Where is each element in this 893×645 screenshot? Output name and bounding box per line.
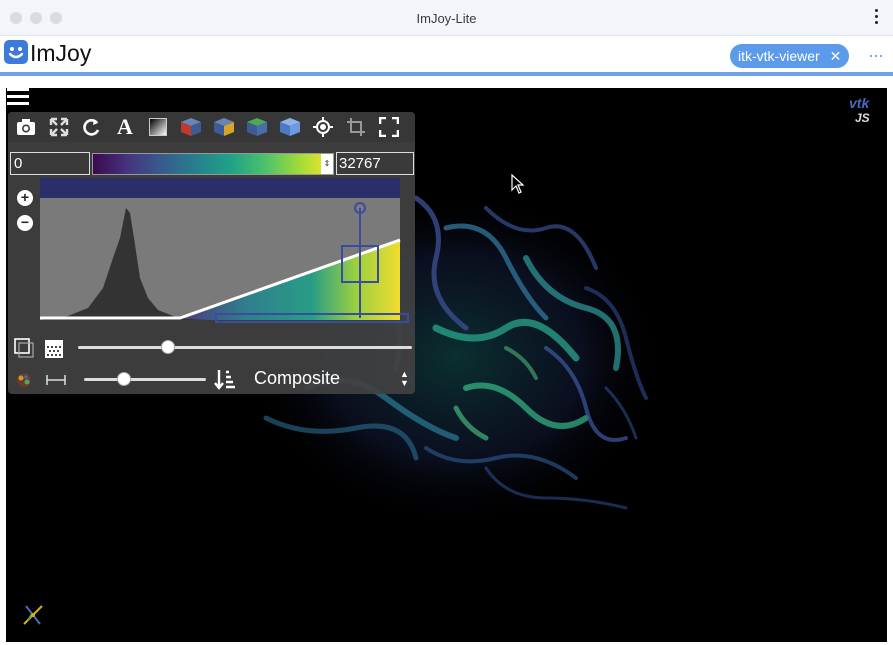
opacity-row — [8, 334, 415, 362]
camera-icon[interactable] — [14, 115, 38, 139]
vtk-js-logo: vtk JS — [847, 92, 881, 126]
range-min-input[interactable]: 0 — [10, 152, 90, 175]
interpolation-icon[interactable] — [14, 370, 34, 390]
colormap-selector[interactable]: ⇕ — [92, 153, 334, 175]
zoom-in-icon[interactable]: + — [17, 190, 33, 206]
volume-blue-icon[interactable] — [278, 115, 302, 139]
expand-icon[interactable] — [377, 115, 401, 139]
color-range-row: 0 ⇕ 32767 — [10, 152, 415, 176]
rotate-icon[interactable] — [80, 115, 104, 139]
fullscreen-arrows-icon[interactable] — [47, 115, 71, 139]
svg-text:vtk: vtk — [849, 95, 870, 111]
close-icon[interactable]: ✕ — [829, 48, 842, 64]
imjoy-logo-icon[interactable] — [4, 40, 28, 64]
gradient-icon[interactable] — [146, 115, 170, 139]
histogram-plot[interactable] — [8, 178, 415, 350]
window-titlebar: ImJoy-Lite — [0, 0, 893, 36]
opacity-slider-thumb[interactable] — [161, 340, 176, 354]
app-name[interactable]: ImJoy — [30, 40, 92, 66]
annotation-text-icon[interactable]: A — [113, 114, 137, 139]
close-window-button[interactable] — [10, 12, 22, 24]
sampling-row: Composite ▲ ▼ — [8, 366, 415, 394]
target-icon[interactable] — [311, 115, 335, 139]
blend-mode-select[interactable]: Composite — [254, 368, 341, 388]
transfer-function-editor[interactable]: + − — [8, 178, 415, 350]
shadow-toggle-icon[interactable] — [14, 338, 34, 358]
gradient-opacity-icon[interactable] — [44, 339, 64, 359]
plugin-tab-label: itk-vtk-viewer — [738, 48, 820, 64]
viewer-toolbar: A — [8, 112, 415, 142]
orientation-axes-icon[interactable] — [20, 602, 46, 628]
sort-blend-icon[interactable] — [214, 368, 236, 390]
app-header: ImJoy itk-vtk-viewer ✕ ··· — [0, 36, 893, 76]
mouse-cursor-icon — [511, 174, 525, 194]
sample-distance-slider[interactable] — [84, 378, 206, 381]
svg-text:JS: JS — [855, 111, 870, 125]
spacing-icon — [46, 375, 66, 385]
minimize-window-button[interactable] — [30, 12, 42, 24]
menu-toggle-icon[interactable] — [7, 88, 29, 106]
colormap-dropdown-icon[interactable]: ⇕ — [321, 154, 333, 174]
controls-panel: A — [8, 112, 415, 394]
annotation-glyph: A — [117, 114, 133, 139]
window-title: ImJoy-Lite — [416, 11, 477, 26]
zoom-window-button[interactable] — [50, 12, 62, 24]
zoom-out-icon[interactable]: − — [17, 215, 33, 231]
opacity-slider[interactable] — [78, 346, 412, 349]
blend-mode-dropdown-icon[interactable]: ▲ ▼ — [400, 369, 409, 388]
sample-distance-slider-thumb[interactable] — [117, 372, 132, 386]
volume-yellow-icon[interactable] — [212, 115, 236, 139]
crop-icon[interactable] — [344, 115, 368, 139]
volume-green-icon[interactable] — [245, 115, 269, 139]
more-options-icon[interactable]: ··· — [868, 45, 884, 65]
plugin-tab-itk-vtk-viewer[interactable]: itk-vtk-viewer ✕ — [730, 44, 850, 68]
volume-red-icon[interactable] — [179, 115, 203, 139]
itk-vtk-viewer-canvas[interactable]: vtk JS A — [6, 88, 887, 642]
range-max-input[interactable]: 32767 — [336, 152, 414, 175]
window-menu-icon[interactable] — [873, 9, 879, 27]
